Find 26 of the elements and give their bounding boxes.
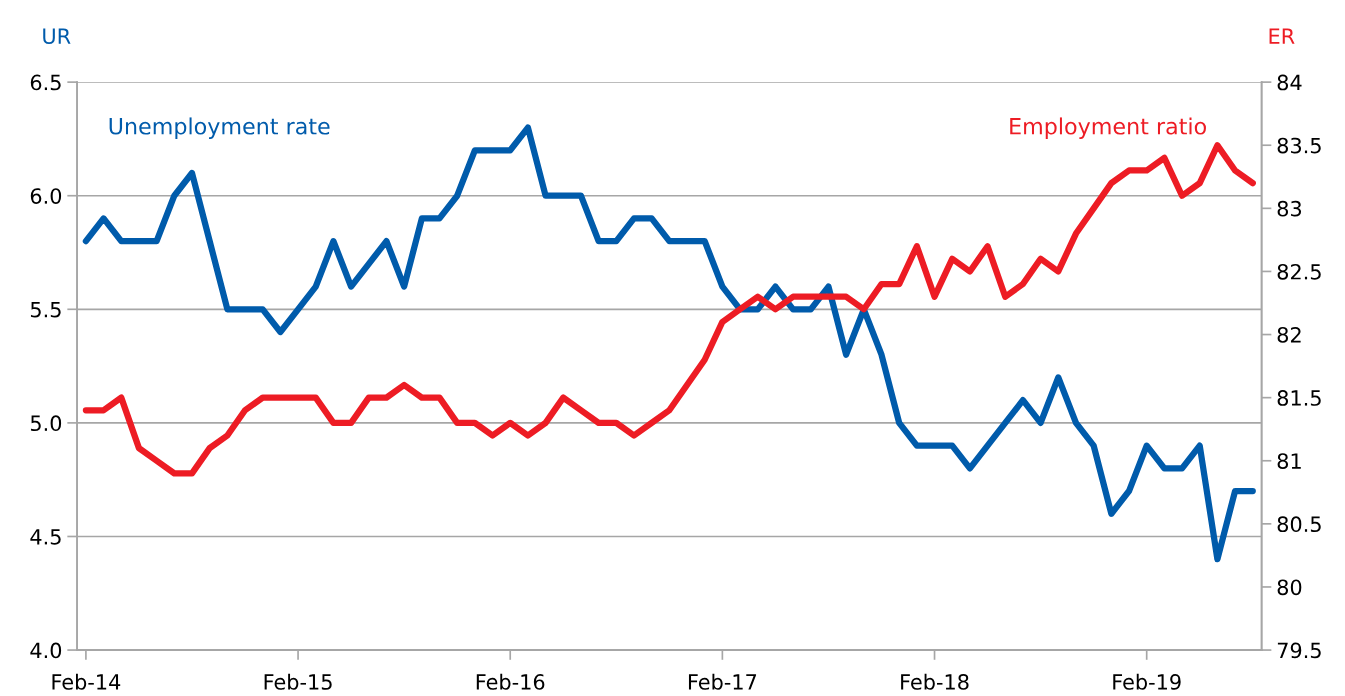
y2-axis-title: ER [1269,28,1295,44]
y2-tick-label: 81 [1277,453,1301,469]
y-tick-label: 4.0 [30,642,62,659]
y-tick-label: 5.5 [30,302,61,318]
y-tick-label: 6.0 [30,188,62,204]
y-tick-label: 6.5 [30,74,61,91]
y2-tick-label: 80 [1277,579,1302,596]
y2-tick-label: 82.5 [1277,263,1321,280]
series-label: Employment ratio [1010,117,1206,139]
y2-tick-label: 84 [1277,74,1302,91]
y2-tick-label: 79.5 [1277,642,1321,659]
y2-tick-label: 81.5 [1277,390,1321,406]
x-tick-label: Feb-16 [476,673,545,690]
y2-tick-label: 83 [1277,200,1302,217]
x-tick-label: Feb-17 [688,673,757,690]
x-tick-label: Feb-19 [1113,673,1181,690]
x-tick-label: Feb-14 [52,673,121,690]
y-tick-label: 4.5 [30,529,61,545]
x-tick-label: Feb-18 [901,673,969,690]
y-axis-title: UR [43,28,71,45]
y2-tick-label: 82 [1277,327,1301,343]
y2-tick-label: 80.5 [1277,516,1321,533]
y-tick-label: 5.0 [30,415,62,432]
text: Unemployment rate [109,117,330,139]
y2-tick-label: 83.5 [1277,137,1321,154]
x-tick-label: Feb-15 [264,673,332,690]
